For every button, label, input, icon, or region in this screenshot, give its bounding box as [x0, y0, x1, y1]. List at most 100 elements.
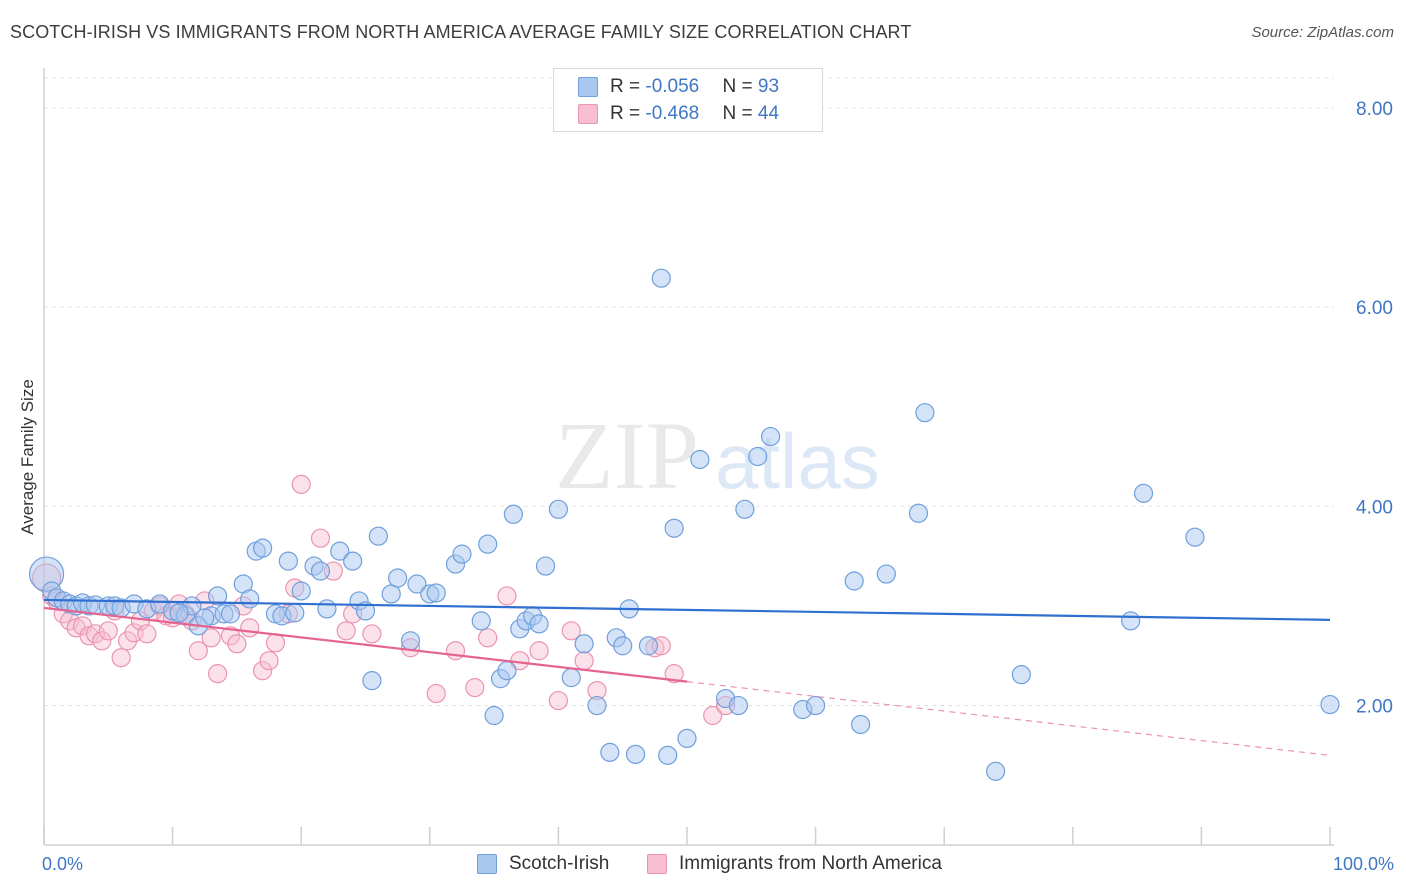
bottom-legend-label-1: Scotch-Irish: [509, 853, 610, 874]
immigrants-point: [445, 641, 466, 661]
scotch-irish-point: [220, 604, 241, 624]
legend-r-label-1: R =: [610, 76, 646, 97]
scotch-irish-point: [388, 568, 408, 588]
scotch-irish-point: [291, 581, 311, 601]
immigrants-point: [201, 628, 221, 648]
scotch-irish-point: [278, 551, 298, 571]
scotch-irish-point: [285, 603, 305, 623]
scotch-irish-point: [1011, 665, 1031, 685]
scotch-irish-point: [613, 636, 633, 656]
immigrants-point: [497, 586, 517, 606]
scotch-irish-point: [330, 541, 350, 561]
series-scotch-irish-points: [28, 268, 1340, 781]
legend-row-scotch-irish: R = -0.056 N = 93: [578, 76, 779, 98]
scotch-irish-point: [908, 503, 929, 523]
scotch-irish-point: [471, 611, 491, 631]
immigrants-point: [703, 705, 723, 726]
bottom-legend-immigrants: Immigrants from North America: [647, 853, 942, 875]
scotch-irish-point: [208, 586, 228, 606]
bottom-swatch-blue: [477, 854, 497, 874]
scotch-irish-point: [452, 544, 472, 564]
x-tick-label-max: 100.0%: [1333, 854, 1394, 874]
scotch-irish-point: [1185, 527, 1205, 547]
immigrants-point: [310, 528, 331, 548]
watermark-atlas: atlas: [715, 417, 880, 505]
legend-r-label-2: R =: [610, 103, 646, 124]
scotch-irish-point: [574, 634, 594, 654]
immigrants-point: [548, 690, 569, 711]
scotch-irish-point: [651, 268, 671, 288]
scotch-irish-point: [735, 499, 755, 519]
immigrants-trend-line: [43, 606, 688, 683]
scotch-irish-point: [484, 705, 504, 726]
immigrants-point: [98, 621, 118, 641]
immigrants-point: [208, 664, 228, 684]
immigrants-point: [561, 621, 581, 641]
x-ticks: [43, 827, 1331, 845]
scotch-irish-point: [240, 589, 260, 609]
scotch-irish-point: [677, 728, 697, 749]
scotch-irish-point: [368, 526, 388, 546]
scotch-irish-point: [805, 695, 826, 716]
axes: [43, 68, 1334, 846]
immigrants-point: [220, 626, 241, 646]
y-tick-label-8: 8.00: [1356, 99, 1393, 120]
bottom-legend-label-2: Immigrants from North America: [679, 853, 942, 874]
scotch-irish-point: [1133, 483, 1154, 503]
legend-r-value-2: -0.468: [645, 103, 700, 124]
immigrants-point: [265, 633, 286, 653]
scotch-irish-point: [561, 668, 581, 688]
legend-swatch-blue: [578, 77, 598, 97]
immigrants-point: [465, 678, 485, 698]
legend-r-value-1: -0.056: [645, 76, 700, 97]
scotch-irish-point: [638, 636, 659, 656]
scotch-irish-point: [426, 583, 446, 603]
gridlines: [44, 77, 1334, 707]
scotch-irish-point: [317, 599, 337, 619]
y-tick-label-4: 4.00: [1356, 497, 1393, 518]
watermark: ZIP atlas: [555, 402, 880, 509]
scotch-irish-point: [535, 556, 556, 576]
scotch-irish-point: [1320, 694, 1340, 715]
scotch-irish-point: [381, 584, 401, 604]
scotch-irish-point: [1121, 611, 1141, 631]
immigrants-point: [111, 648, 131, 668]
scotch-irish-point: [400, 631, 421, 651]
scotch-irish-point: [876, 564, 896, 584]
scotch-irish-point: [915, 403, 935, 423]
immigrants-point: [117, 631, 138, 651]
scotch-irish-point: [407, 574, 427, 594]
scotch-irish-point: [851, 714, 871, 735]
trend-lines: [43, 598, 1331, 756]
scotch-irish-point: [690, 449, 710, 470]
legend-swatch-pink: [578, 104, 598, 124]
scotch-irish-point: [664, 518, 684, 538]
immigrants-point: [240, 618, 260, 638]
scotch-irish-point: [169, 603, 189, 623]
immigrants-point: [137, 624, 157, 644]
scotch-irish-point: [748, 446, 768, 467]
scotch-irish-point: [625, 744, 646, 764]
immigrants-point: [574, 651, 594, 671]
y-axis-title: Average Family Size: [18, 379, 37, 535]
watermark-zip: ZIP: [555, 402, 699, 509]
y-tick-label-6: 6.00: [1356, 298, 1393, 319]
chart-source: Source: ZipAtlas.com: [1251, 24, 1394, 41]
immigrants-point: [291, 474, 311, 494]
correlation-legend: R = -0.056 N = 93 R = -0.468 N = 44: [553, 68, 823, 132]
scotch-irish-point: [362, 671, 382, 691]
scotch-irish-point: [497, 661, 517, 681]
scotch-irish-point: [600, 742, 620, 762]
immigrants-point: [336, 621, 356, 641]
scotch-irish-point: [529, 614, 549, 634]
x-tick-label-min: 0.0%: [42, 854, 83, 874]
legend-row-immigrants: R = -0.468 N = 44: [578, 103, 779, 125]
legend-n-label-2: N =: [722, 103, 758, 124]
bottom-swatch-pink: [647, 854, 667, 874]
legend-n-label-1: N =: [722, 76, 758, 97]
scotch-irish-point: [986, 761, 1006, 781]
scotch-irish-point: [728, 695, 749, 716]
y-tick-label-2: 2.00: [1356, 697, 1393, 718]
chart-title: SCOTCH-IRISH VS IMMIGRANTS FROM NORTH AM…: [10, 22, 912, 42]
scotch-irish-point: [478, 534, 498, 554]
